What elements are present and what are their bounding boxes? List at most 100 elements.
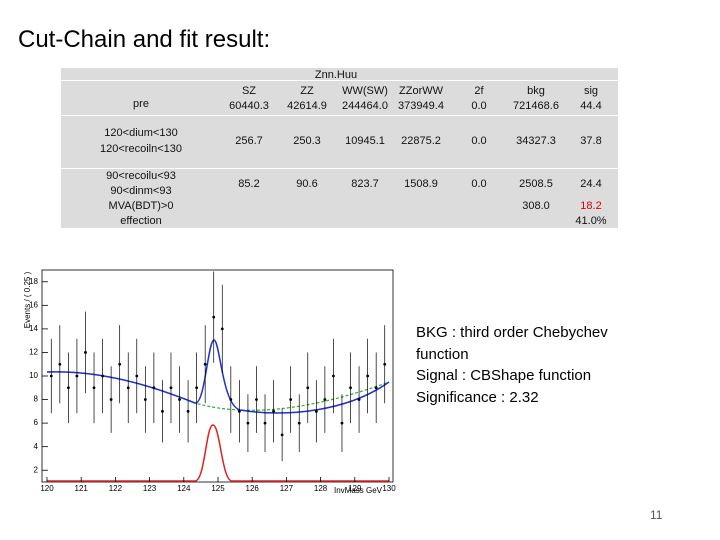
data-point [374, 386, 378, 390]
data-point [58, 362, 62, 366]
table-value: 0.0 [471, 178, 487, 190]
y-tick-label: 18 [29, 277, 38, 286]
data-point [143, 398, 147, 401]
x-tick-label: 124 [177, 484, 191, 493]
table-value: 823.7 [351, 178, 379, 190]
row-label: 120<recoiln<130 [100, 143, 182, 155]
table-value: 34327.3 [516, 135, 556, 147]
table-value: 10945.1 [345, 135, 385, 147]
table-value: 24.4 [580, 178, 602, 190]
x-tick-label: 127 [280, 484, 294, 493]
table-value: 60440.3 [229, 100, 269, 112]
data-point [280, 433, 284, 437]
data-point [135, 374, 139, 378]
column-header: sig [583, 85, 599, 97]
y-tick-label: 8 [34, 395, 39, 404]
plot-background [22, 262, 398, 498]
data-point [49, 374, 53, 378]
data-point [101, 374, 104, 378]
data-point [314, 409, 318, 413]
y-tick-label: 10 [29, 371, 38, 380]
note-line: Significance : 2.32 [416, 388, 539, 406]
data-point [340, 421, 344, 425]
table-value: 1508.9 [404, 178, 438, 190]
y-axis-label: Events / ( 0.25 ) [23, 271, 32, 328]
table-value: 2508.5 [519, 178, 553, 190]
note-line: function [416, 345, 469, 363]
row-label: 120<dium<130 [104, 127, 178, 139]
table-value: 721468.6 [513, 100, 559, 112]
y-tick-label: 16 [29, 300, 38, 309]
column-header: WW(SW) [342, 85, 388, 97]
data-point [118, 362, 122, 366]
column-header: ZZorWW [399, 85, 443, 97]
data-point [332, 374, 335, 378]
table-value: 0.0 [471, 100, 487, 112]
data-point [84, 351, 87, 354]
data-point [75, 374, 79, 378]
table-value: 85.2 [238, 178, 260, 190]
data-point [109, 398, 113, 401]
note-line: Signal : CBShape function [416, 367, 592, 384]
column-header: bkg [527, 85, 545, 97]
row-label: pre [133, 98, 149, 110]
data-point [66, 386, 70, 390]
data-point [169, 386, 173, 390]
data-point [349, 386, 352, 390]
data-point [246, 421, 250, 425]
data-point [383, 362, 387, 366]
x-tick-label: 130 [382, 484, 396, 493]
data-point [92, 386, 96, 390]
x-tick-label: 121 [75, 484, 89, 493]
data-point [229, 398, 233, 401]
result-table: Znn.Huu SZ ZZ WW(SW) ZZorWW 2f bkg sig pre 60440.… [61, 68, 618, 228]
x-tick-label: 128 [314, 484, 328, 493]
table-value: 90.6 [296, 178, 318, 190]
data-point [289, 398, 293, 401]
row-label: MVA(BDT)>0 [108, 200, 174, 212]
x-tick-label: 129 [348, 484, 362, 493]
table-value: 22875.2 [401, 135, 441, 147]
data-point [297, 421, 301, 425]
column-header: SZ [241, 85, 257, 97]
data-point [126, 386, 130, 390]
data-point [152, 386, 156, 390]
data-point [195, 386, 199, 390]
table-value: 308.0 [522, 200, 550, 212]
data-point [212, 315, 216, 319]
data-point [186, 409, 190, 413]
row-separator [61, 115, 618, 116]
row-label: effection [120, 215, 162, 227]
table-value: 0.0 [471, 135, 487, 147]
data-point [237, 409, 241, 413]
column-header: ZZ [300, 85, 314, 97]
note-line: BKG : third order Chebychev [416, 324, 608, 341]
fit-notes: BKG : third order Chebychev function Signa… [416, 322, 608, 408]
group-header: Znn.Huu [314, 69, 358, 81]
table-value: 256.7 [235, 135, 263, 147]
x-tick-label: 123 [143, 484, 157, 493]
data-point [220, 327, 224, 331]
row-label: 90<recoilu<93 [106, 170, 176, 182]
data-point [178, 398, 181, 401]
data-point [357, 398, 361, 401]
data-point [306, 386, 310, 390]
table-value: 244464.0 [342, 100, 388, 112]
slide-title: Cut-Chain and fit result: [18, 26, 271, 53]
table-value: 44.4 [580, 100, 602, 112]
table-value: 37.8 [580, 135, 602, 147]
data-point [263, 421, 267, 425]
y-tick-label: 14 [29, 324, 38, 333]
table-value: 41.0% [575, 215, 607, 227]
x-tick-label: 125 [211, 484, 225, 493]
x-tick-label: 126 [246, 484, 260, 493]
data-point [272, 409, 275, 413]
data-point [203, 362, 207, 366]
row-label: 90<dinm<93 [110, 185, 172, 197]
x-tick-label: 122 [109, 484, 123, 493]
y-tick-label: 6 [34, 418, 39, 427]
y-tick-label: 12 [29, 348, 38, 357]
y-tick-label: 4 [34, 442, 39, 451]
